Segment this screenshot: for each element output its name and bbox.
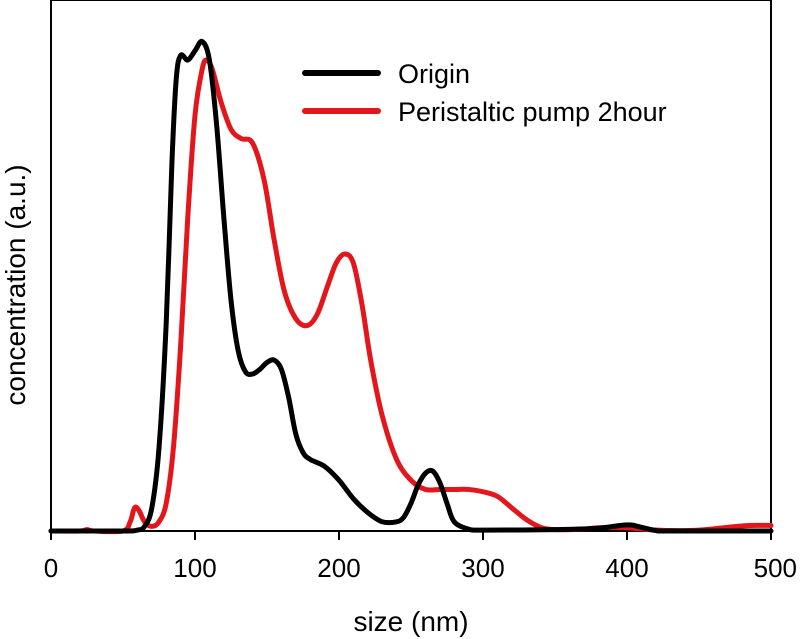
x-tick-label-0: 0 bbox=[44, 553, 58, 583]
legend: Origin Peristaltic pump 2hour bbox=[302, 59, 667, 127]
legend-label-peristaltic: Peristaltic pump 2hour bbox=[398, 97, 667, 127]
x-tick-label-100: 100 bbox=[173, 553, 216, 583]
x-tick-label-300: 300 bbox=[461, 553, 504, 583]
series-layer bbox=[48, 38, 774, 535]
x-tick-label-200: 200 bbox=[317, 553, 360, 583]
x-tick-label-500: 500 bbox=[754, 553, 797, 583]
plot-frame bbox=[50, 0, 772, 532]
series-line-origin bbox=[48, 38, 774, 534]
x-tick-labels: 0 100 200 300 400 500 bbox=[44, 553, 797, 583]
x-axis-label: size (nm) bbox=[353, 606, 468, 637]
legend-label-origin: Origin bbox=[398, 59, 470, 89]
x-tick-label-400: 400 bbox=[605, 553, 648, 583]
y-axis-label: concentration (a.u.) bbox=[0, 164, 31, 405]
